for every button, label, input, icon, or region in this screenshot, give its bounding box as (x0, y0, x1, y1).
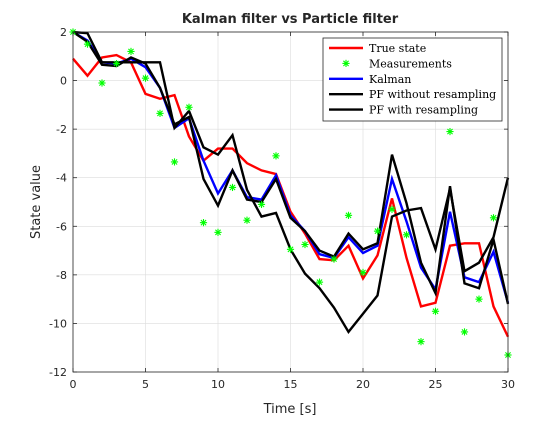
y-tick-label: -10 (49, 317, 67, 330)
measurement-point (272, 152, 280, 160)
measurement-point (199, 219, 208, 227)
chart-title: Kalman filter vs Particle filter (182, 12, 399, 27)
measurement-point (330, 255, 338, 263)
legend-label: Measurements (369, 57, 452, 70)
measurement-point (402, 231, 411, 239)
measurement-point (460, 328, 469, 336)
measurement-point (489, 214, 498, 222)
measurement-point (83, 40, 92, 48)
measurement-point (475, 295, 483, 303)
measurement-point (431, 307, 440, 315)
measurement-point (388, 205, 396, 213)
y-tick-label: -4 (56, 172, 67, 185)
y-tick-label: -12 (49, 366, 67, 379)
measurement-point (98, 79, 106, 87)
measurement-point (373, 227, 382, 235)
measurement-point (170, 158, 179, 166)
measurement-point (301, 240, 309, 249)
legend-swatch (342, 59, 350, 67)
y-axis-label: State value (29, 165, 44, 239)
x-axis-label: Time [s] (263, 402, 317, 417)
pf-without-resampling-line (72, 31, 510, 305)
x-tick-label: 5 (142, 378, 149, 391)
x-tick-label: 15 (284, 378, 298, 391)
true-state-line (72, 53, 510, 338)
y-tick-label: 0 (60, 75, 67, 88)
y-tick-label: 2 (60, 26, 67, 39)
legend: True state Measurements Kalman PF without r… (322, 37, 503, 122)
x-tick-label: 10 (211, 378, 225, 391)
measurement-point (243, 216, 251, 224)
legend-item-pf-with-resampling: PF with resampling (329, 104, 478, 117)
y-tick-label: -2 (56, 123, 67, 136)
measurement-point (315, 278, 324, 286)
measurement-point (185, 103, 193, 111)
measurement-point (228, 183, 237, 192)
measurement-point (257, 200, 266, 209)
measurement-point (127, 47, 135, 56)
legend-item-true-state: True state (329, 42, 426, 55)
x-tick-label: 25 (429, 378, 443, 391)
measurement-point (417, 338, 425, 346)
measurement-point (141, 74, 150, 82)
legend-item-measurements: Measurements (342, 57, 452, 70)
legend-item-pf-without-resampling: PF without resampling (329, 88, 496, 101)
measurement-point (446, 127, 454, 136)
series-pf-without-resampling (72, 31, 510, 305)
series-true-state (72, 53, 510, 338)
y-tick-label: -8 (56, 269, 67, 282)
measurement-point (156, 109, 164, 117)
legend-label: True state (369, 42, 426, 55)
legend-label: PF without resampling (369, 88, 496, 101)
measurement-point (344, 211, 353, 219)
measurement-point (112, 59, 121, 68)
x-tick-label: 30 (501, 378, 515, 391)
measurement-point (286, 245, 295, 253)
x-tick-label: 0 (70, 378, 77, 391)
legend-label: Kalman (369, 73, 411, 86)
legend-item-kalman: Kalman (329, 73, 411, 86)
legend-label: PF with resampling (369, 104, 478, 117)
x-tick-label: 20 (356, 378, 370, 391)
measurement-point (359, 268, 367, 277)
y-tick-label: -6 (56, 220, 67, 233)
measurement-point (214, 228, 222, 236)
